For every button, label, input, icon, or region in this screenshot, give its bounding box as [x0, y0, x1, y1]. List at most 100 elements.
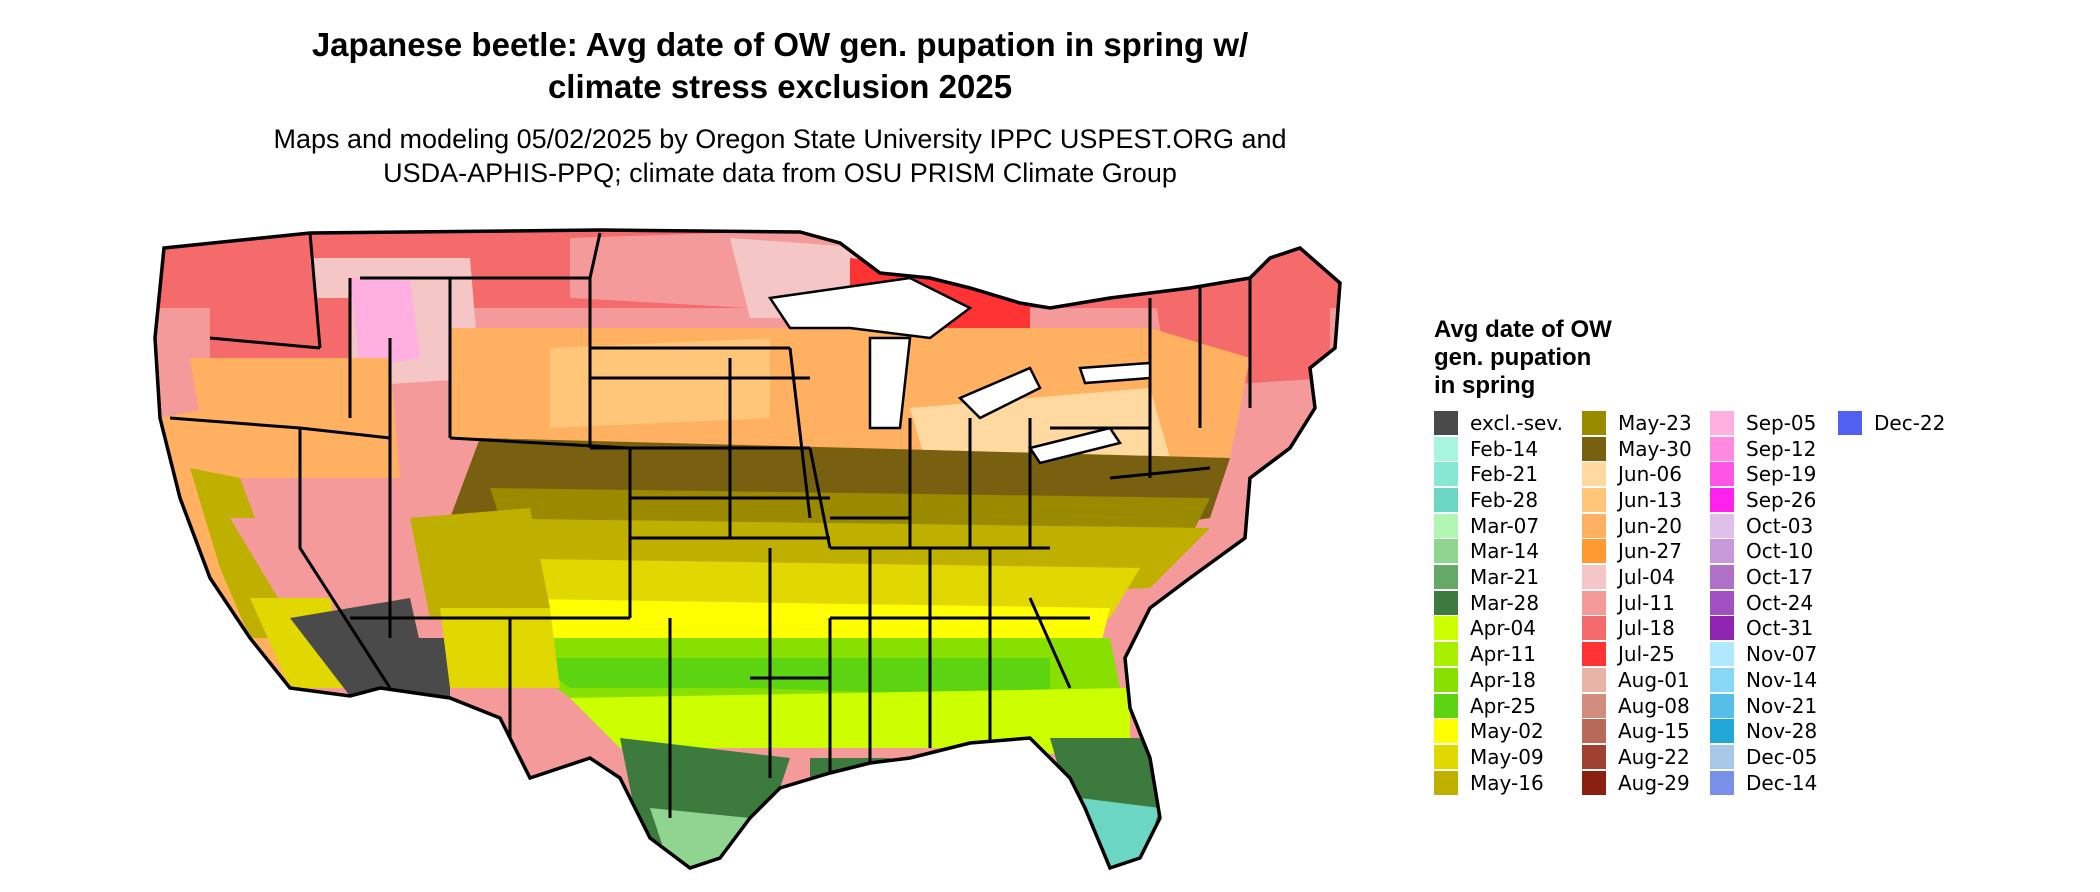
legend-item: Aug-22 — [1582, 744, 1690, 770]
legend-swatch — [1582, 462, 1606, 487]
legend-item: Dec-05 — [1710, 744, 1817, 770]
legend-label: May-30 — [1618, 436, 1692, 461]
legend-item: Feb-14 — [1434, 436, 1538, 462]
legend-swatch — [1582, 719, 1606, 744]
legend-item: Mar-07 — [1434, 513, 1539, 539]
subtitle-line-2: USDA-APHIS-PPQ; climate data from OSU PR… — [383, 158, 1177, 188]
legend-item: Oct-17 — [1710, 564, 1813, 590]
legend-swatch — [1838, 410, 1862, 435]
legend-label: May-16 — [1470, 770, 1544, 795]
legend-label: Jun-20 — [1618, 513, 1682, 538]
legend-label: Nov-21 — [1746, 693, 1818, 718]
legend-item: Dec-22 — [1838, 410, 1945, 436]
title-line-1: Japanese beetle: Avg date of OW gen. pup… — [311, 26, 1249, 63]
legend-label: Oct-31 — [1746, 616, 1814, 641]
legend-label: Apr-11 — [1470, 642, 1536, 667]
legend-label: Dec-14 — [1746, 770, 1818, 795]
legend-swatch — [1582, 487, 1606, 512]
legend-title-line-3: in spring — [1434, 372, 1536, 399]
legend-label: Feb-28 — [1470, 487, 1539, 512]
legend-label: Dec-05 — [1746, 744, 1818, 769]
legend-label: Dec-22 — [1874, 410, 1946, 435]
legend-label: Oct-10 — [1746, 539, 1814, 564]
legend-label: Mar-14 — [1470, 539, 1540, 564]
legend-label: Sep-19 — [1746, 462, 1817, 487]
legend-item: Nov-14 — [1710, 667, 1817, 693]
legend-item: Mar-28 — [1434, 590, 1539, 616]
legend-swatch — [1434, 513, 1458, 538]
legend-swatch — [1582, 513, 1606, 538]
legend-label: Apr-25 — [1470, 693, 1536, 718]
legend-swatch — [1434, 590, 1458, 615]
legend-item: Jul-04 — [1582, 564, 1675, 590]
legend-swatch — [1434, 436, 1458, 461]
legend-item: Sep-12 — [1710, 436, 1816, 462]
legend-label: Mar-21 — [1470, 565, 1540, 590]
legend-swatch — [1710, 462, 1734, 487]
legend-item: May-09 — [1434, 744, 1544, 770]
legend-item: Jun-06 — [1582, 461, 1682, 487]
legend-swatch — [1434, 410, 1458, 435]
legend-label: Jun-13 — [1618, 487, 1682, 512]
legend-item: May-30 — [1582, 436, 1692, 462]
legend-label: Aug-29 — [1618, 770, 1690, 795]
legend-item: Apr-25 — [1434, 693, 1536, 719]
legend-item: Jun-13 — [1582, 487, 1682, 513]
legend-item: Nov-07 — [1710, 641, 1817, 667]
legend-swatch — [1582, 642, 1606, 667]
legend-label: Apr-18 — [1470, 667, 1536, 692]
legend-label: excl.-sev. — [1470, 410, 1563, 435]
legend-swatch — [1434, 539, 1458, 564]
subtitle-line-1: Maps and modeling 05/02/2025 by Oregon S… — [273, 124, 1287, 154]
legend-item: Oct-03 — [1710, 513, 1813, 539]
map-subtitle: Maps and modeling 05/02/2025 by Oregon S… — [0, 122, 1560, 190]
legend-item: Jul-18 — [1582, 616, 1675, 642]
legend-item: Jul-11 — [1582, 590, 1675, 616]
legend-swatch — [1582, 436, 1606, 461]
legend-swatch — [1710, 513, 1734, 538]
legend-item: Aug-29 — [1582, 770, 1690, 796]
legend-label: May-09 — [1470, 744, 1544, 769]
legend-item: Apr-04 — [1434, 616, 1536, 642]
legend-swatch — [1434, 565, 1458, 590]
legend-item: Dec-14 — [1710, 770, 1817, 796]
legend-swatch — [1434, 770, 1458, 795]
legend-item: Nov-28 — [1710, 718, 1817, 744]
legend-swatch — [1710, 616, 1734, 641]
legend-item: Sep-05 — [1710, 410, 1816, 436]
legend-swatch — [1582, 616, 1606, 641]
legend-label: Oct-03 — [1746, 513, 1814, 538]
legend-item: May-23 — [1582, 410, 1692, 436]
legend-item: Jun-27 — [1582, 539, 1682, 565]
legend-item: Aug-01 — [1582, 667, 1690, 693]
legend-item: Oct-31 — [1710, 616, 1813, 642]
legend-swatch — [1710, 436, 1734, 461]
legend-label: Jul-25 — [1618, 642, 1675, 667]
legend-swatch — [1710, 770, 1734, 795]
legend-label: Nov-14 — [1746, 667, 1818, 692]
legend-label: Jun-06 — [1618, 462, 1682, 487]
legend-swatch — [1434, 616, 1458, 641]
legend-item: May-16 — [1434, 770, 1544, 796]
legend-label: Jul-18 — [1618, 616, 1675, 641]
legend-item: Oct-10 — [1710, 539, 1813, 565]
legend-item: Oct-24 — [1710, 590, 1813, 616]
legend-label: Aug-01 — [1618, 667, 1690, 692]
legend-item: Sep-26 — [1710, 487, 1816, 513]
legend-swatch — [1710, 744, 1734, 769]
legend-item: Aug-08 — [1582, 693, 1690, 719]
legend-swatch — [1434, 693, 1458, 718]
legend-swatch — [1582, 410, 1606, 435]
legend-swatch — [1582, 590, 1606, 615]
legend-label: Nov-07 — [1746, 642, 1818, 667]
legend-title: Avg date of OW gen. pupation in spring — [1434, 316, 1674, 400]
legend-swatch — [1582, 539, 1606, 564]
legend-label: Aug-15 — [1618, 719, 1690, 744]
legend-swatch — [1434, 719, 1458, 744]
legend-swatch — [1434, 462, 1458, 487]
legend-label: Sep-05 — [1746, 410, 1817, 435]
legend-swatch — [1710, 539, 1734, 564]
legend-swatch — [1582, 744, 1606, 769]
legend-label: Oct-17 — [1746, 565, 1814, 590]
legend-label: Jul-11 — [1618, 590, 1675, 615]
